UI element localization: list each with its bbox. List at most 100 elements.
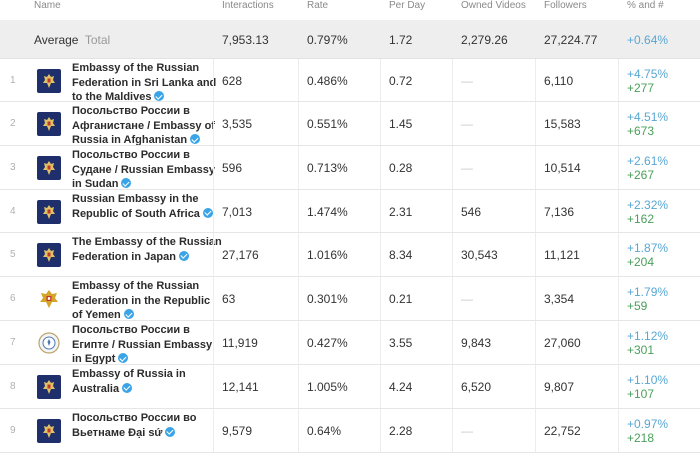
column-divider — [298, 321, 299, 364]
account-name-link[interactable]: Посольство России в Афганистане / Embass… — [72, 104, 222, 145]
table-row[interactable]: 6 Embassy of the Russian Federation in th… — [0, 277, 700, 321]
column-divider — [298, 59, 299, 101]
verified-badge-icon — [190, 134, 201, 144]
row-owned-videos: 6,520 — [461, 380, 492, 394]
column-divider — [618, 409, 619, 452]
row-growth-abs: +162 — [627, 211, 655, 226]
account-name-link[interactable]: Russian Embassy in the Republic of South… — [72, 192, 222, 232]
row-owned-videos: 30,543 — [461, 248, 498, 262]
row-rank: 3 — [10, 162, 16, 173]
row-growth-pct: +1.12% — [627, 329, 669, 343]
column-divider — [452, 409, 453, 452]
account-name-link[interactable]: The Embassy of the Russian Federation in… — [72, 235, 222, 276]
row-followers: 27,060 — [544, 336, 581, 350]
verified-badge-icon — [118, 353, 129, 363]
verified-badge-icon — [178, 250, 189, 261]
table-row[interactable]: 5 The Embassy of the Russian Federation i… — [0, 233, 700, 277]
row-owned-videos: — — [461, 73, 473, 88]
column-divider — [535, 321, 536, 364]
russian-coat-of-arms-avatar[interactable] — [37, 375, 61, 399]
average-growth-pct: +0.64% — [627, 33, 669, 47]
russian-coat-of-arms-avatar[interactable] — [37, 243, 61, 267]
table-row[interactable]: 7 Посольство России в Египте / Russian Em… — [0, 321, 700, 365]
row-rank: 5 — [10, 249, 16, 260]
column-divider — [213, 59, 214, 101]
column-divider — [535, 59, 536, 101]
row-growth: +2.32% +162 — [627, 198, 668, 226]
column-divider — [452, 190, 453, 232]
row-growth-pct: +1.79% — [627, 285, 669, 299]
column-divider — [298, 102, 299, 145]
table-row[interactable]: 9 Посольство России во Вьетнаме Đại sứ 9,5… — [0, 409, 700, 453]
row-interactions: 11,919 — [222, 336, 258, 350]
row-followers: 11,121 — [544, 248, 580, 262]
col-per-day-header[interactable]: Per Day — [389, 0, 426, 11]
account-name-link[interactable]: Посольство России во Вьетнаме Đại sứ — [72, 411, 222, 452]
row-owned-videos: — — [461, 292, 473, 306]
column-divider — [380, 190, 381, 232]
average-owned-videos: 2,279.26 — [461, 33, 508, 47]
column-divider — [380, 277, 381, 320]
row-followers: 22,752 — [544, 424, 581, 438]
column-divider — [213, 102, 214, 145]
column-divider — [298, 409, 299, 452]
row-rate: 1.474% — [307, 204, 348, 219]
table-row[interactable]: 3 Посольство России в Судане / Russian Em… — [0, 146, 700, 190]
row-rank: 6 — [10, 293, 16, 304]
row-per-day: 0.72 — [389, 73, 413, 88]
russian-coat-of-arms-avatar[interactable] — [37, 419, 61, 443]
column-divider — [618, 233, 619, 276]
row-rank: 1 — [10, 74, 16, 86]
table-row[interactable]: 1 Embassy of the Russian Federation in Sr… — [0, 59, 700, 102]
col-growth-header[interactable]: % and # — [627, 0, 664, 11]
column-divider — [380, 146, 381, 189]
row-growth: +4.75% +277 — [627, 67, 668, 95]
column-divider — [298, 146, 299, 189]
account-name-link[interactable]: Embassy of the Russian Federation in Sri… — [72, 61, 222, 101]
embassy-seal-avatar[interactable] — [37, 331, 61, 355]
row-rank: 4 — [10, 205, 16, 217]
table-row[interactable]: 2 Посольство России в Афганистане / Embas… — [0, 102, 700, 146]
account-name-link[interactable]: Посольство России в Египте / Russian Emb… — [72, 323, 222, 364]
row-interactions: 596 — [222, 161, 243, 175]
table-row[interactable]: 8 Embassy of Russia in Australia 12,141 1.0… — [0, 365, 700, 409]
average-row: Average Total 7,953.13 0.797% 1.72 2,279… — [0, 20, 700, 59]
col-rate-header[interactable]: Rate — [307, 0, 329, 11]
col-owned-videos-header[interactable]: Owned Videos — [461, 0, 526, 11]
column-divider — [452, 233, 453, 276]
column-divider — [535, 233, 536, 276]
account-name-link[interactable]: Посольство России в Судане / Russian Emb… — [72, 148, 222, 189]
row-interactions: 3,535 — [222, 117, 253, 131]
column-divider — [298, 233, 299, 276]
column-divider — [618, 102, 619, 145]
table-header: Name Interactions Rate Per Day Owned Vid… — [0, 0, 700, 14]
account-name-link[interactable]: Embassy of Russia in Australia — [72, 367, 222, 408]
average-label: Average — [34, 33, 79, 47]
russian-emblem-avatar[interactable] — [37, 287, 61, 311]
table-row[interactable]: 4 Russian Embassy in the Republic of Sout… — [0, 190, 700, 233]
account-name-link[interactable]: Embassy of the Russian Federation in the… — [72, 279, 222, 320]
column-divider — [380, 321, 381, 364]
column-divider — [535, 365, 536, 408]
row-interactions: 63 — [222, 292, 236, 306]
row-growth-abs: +218 — [627, 431, 655, 445]
row-growth-pct: +1.10% — [627, 373, 669, 387]
row-growth-pct: +0.97% — [627, 417, 669, 431]
column-divider — [535, 146, 536, 189]
row-interactions: 7,013 — [222, 204, 253, 219]
row-followers: 6,110 — [544, 73, 574, 88]
col-interactions-header[interactable]: Interactions — [222, 0, 274, 11]
row-owned-videos: — — [461, 161, 473, 175]
col-name-header[interactable]: Name — [34, 0, 61, 11]
row-followers: 15,583 — [544, 117, 581, 131]
row-growth-pct: +4.75% — [627, 66, 669, 81]
row-interactions: 12,141 — [222, 380, 259, 394]
column-divider — [452, 102, 453, 145]
russian-coat-of-arms-avatar[interactable] — [37, 199, 61, 224]
col-followers-header[interactable]: Followers — [544, 0, 587, 11]
russian-coat-of-arms-avatar[interactable] — [37, 68, 61, 93]
column-divider — [618, 190, 619, 232]
russian-coat-of-arms-avatar[interactable] — [37, 156, 61, 180]
russian-coat-of-arms-avatar[interactable] — [37, 112, 61, 136]
row-rank: 9 — [10, 425, 16, 436]
